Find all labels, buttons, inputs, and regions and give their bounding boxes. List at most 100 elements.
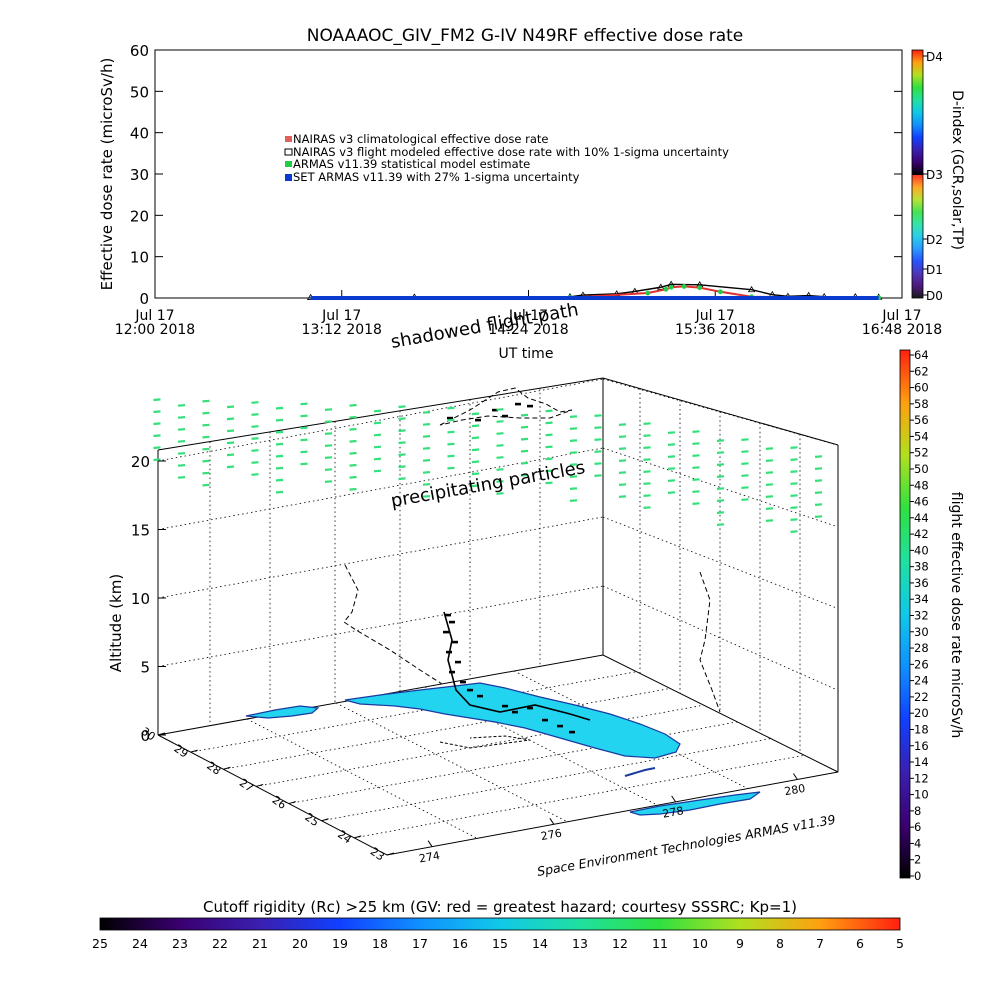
dose-bar-frame: [899, 349, 911, 879]
dose-tick-label: 24: [914, 674, 929, 688]
dindex-label: D-index (GCR,solar,TP): [949, 90, 965, 250]
particle-mark: [373, 421, 382, 425]
particle-mark: [692, 490, 700, 493]
dose-tick-label: 38: [914, 560, 929, 574]
dose-tick-label: 0: [914, 869, 921, 883]
particle-mark: [300, 450, 308, 454]
flight-track-climb-right: [699, 571, 721, 713]
particle-mark: [422, 435, 431, 438]
altitude-axis-label: Altitude (km): [107, 574, 125, 672]
legend-label: NAIRAS v3 flight modeled effective dose …: [293, 145, 729, 159]
flight-track-marker: [542, 718, 548, 722]
series-nairas-flight-point: [657, 283, 665, 290]
particle-mark: [716, 475, 725, 478]
longitude-tick-label: 280: [783, 782, 806, 798]
particle-mark: [790, 446, 798, 449]
flight-track-marker: [447, 416, 453, 420]
particle-mark: [667, 455, 676, 458]
particle-mark: [251, 425, 259, 428]
grid-line-right-wall: [602, 447, 839, 528]
particle-mark: [398, 417, 406, 421]
longitude-tick-mark: [792, 773, 798, 780]
particle-mark: [177, 440, 186, 443]
flight-track-marker: [569, 730, 575, 734]
particle-mark: [545, 409, 553, 413]
particle-mark: [324, 480, 333, 483]
particle-mark: [177, 452, 186, 455]
flight-track-upper: [439, 387, 573, 426]
particle-mark: [422, 483, 431, 486]
particle-mark: [447, 442, 455, 446]
particle-mark: [471, 424, 480, 428]
dose-tick-label: 4: [914, 836, 921, 850]
particle-mark: [471, 412, 480, 416]
latitude-tick-mark: [190, 749, 198, 753]
particle-mark: [275, 406, 284, 410]
rigidity-tick-label: 24: [132, 936, 148, 951]
particle-mark: [741, 474, 749, 477]
x-tick-label-date: Jul 17: [881, 308, 921, 324]
flight-3d-scene: shadowed flight path precipitating parti…: [107, 299, 839, 879]
particle-mark: [520, 461, 529, 465]
flight-path: [343, 387, 721, 749]
dose-bar-label: flight effective dose rate microSv/h: [948, 492, 964, 738]
particle-mark: [814, 491, 823, 494]
x-tick-label-date: Jul 17: [134, 308, 174, 324]
grid-lines: [157, 378, 839, 839]
particle-mark: [765, 519, 774, 522]
particle-mark: [153, 398, 161, 402]
particle-mark: [618, 423, 627, 426]
particle-mark: [643, 494, 651, 497]
dose-tick-label: 42: [914, 527, 929, 541]
legend-label: NAIRAS v3 climatological effective dose …: [293, 132, 549, 146]
particle-mark: [618, 459, 627, 462]
particle-mark: [202, 399, 210, 403]
particle-mark: [692, 442, 700, 445]
particle-mark: [496, 456, 504, 459]
rigidity-tick-label: 6: [856, 936, 864, 951]
particle-mark: [643, 458, 651, 461]
particle-mark: [790, 470, 798, 473]
dose-tick-label: 16: [914, 739, 929, 753]
latitude-tick-mark: [288, 801, 296, 805]
dose-tick-label: 22: [914, 690, 929, 704]
particle-mark: [471, 472, 480, 476]
dindex-bar-upper: [912, 50, 923, 175]
particle-mark: [814, 479, 823, 482]
particle-mark: [569, 487, 578, 490]
particle-mark: [643, 470, 651, 473]
particle-mark: [496, 480, 504, 483]
rigidity-tick-label: 22: [212, 936, 228, 951]
dindex-tick-label: D3: [926, 168, 943, 182]
flight-track-marker: [452, 640, 458, 644]
grid-line-back-wall: [157, 447, 604, 530]
particle-mark: [251, 449, 259, 452]
dindex-tick-label: D1: [926, 263, 943, 277]
particle-mark: [716, 451, 725, 454]
particle-mark: [349, 487, 357, 491]
series-armas-point: [681, 284, 687, 289]
particle-mark: [643, 422, 651, 425]
latitude-tick-label: 24: [335, 828, 354, 847]
flight-track-core: [443, 611, 591, 721]
legend-swatch: [285, 161, 292, 167]
y-tick-label: 40: [130, 125, 149, 143]
rigidity-bar-title: Cutoff rigidity (Rc) >25 km (GV: red = g…: [203, 898, 797, 916]
dose-tick-label: 10: [914, 788, 929, 802]
particle-mark: [594, 450, 602, 453]
particle-mark: [569, 475, 578, 478]
legend-swatch: [285, 174, 292, 181]
particle-mark: [177, 416, 186, 419]
particle-mark: [618, 483, 627, 486]
particle-mark: [349, 439, 357, 443]
legend-item-nairas-flight: NAIRAS v3 flight modeled effective dose …: [284, 145, 729, 159]
rigidity-tick-label: 18: [372, 936, 388, 951]
particle-mark: [275, 454, 284, 458]
particle-mark: [422, 411, 431, 414]
particle-mark: [177, 404, 186, 407]
particle-mark: [594, 438, 602, 441]
particle-mark: [275, 430, 284, 434]
particle-mark: [667, 467, 676, 470]
particle-mark: [716, 439, 725, 442]
particle-mark: [398, 477, 406, 481]
